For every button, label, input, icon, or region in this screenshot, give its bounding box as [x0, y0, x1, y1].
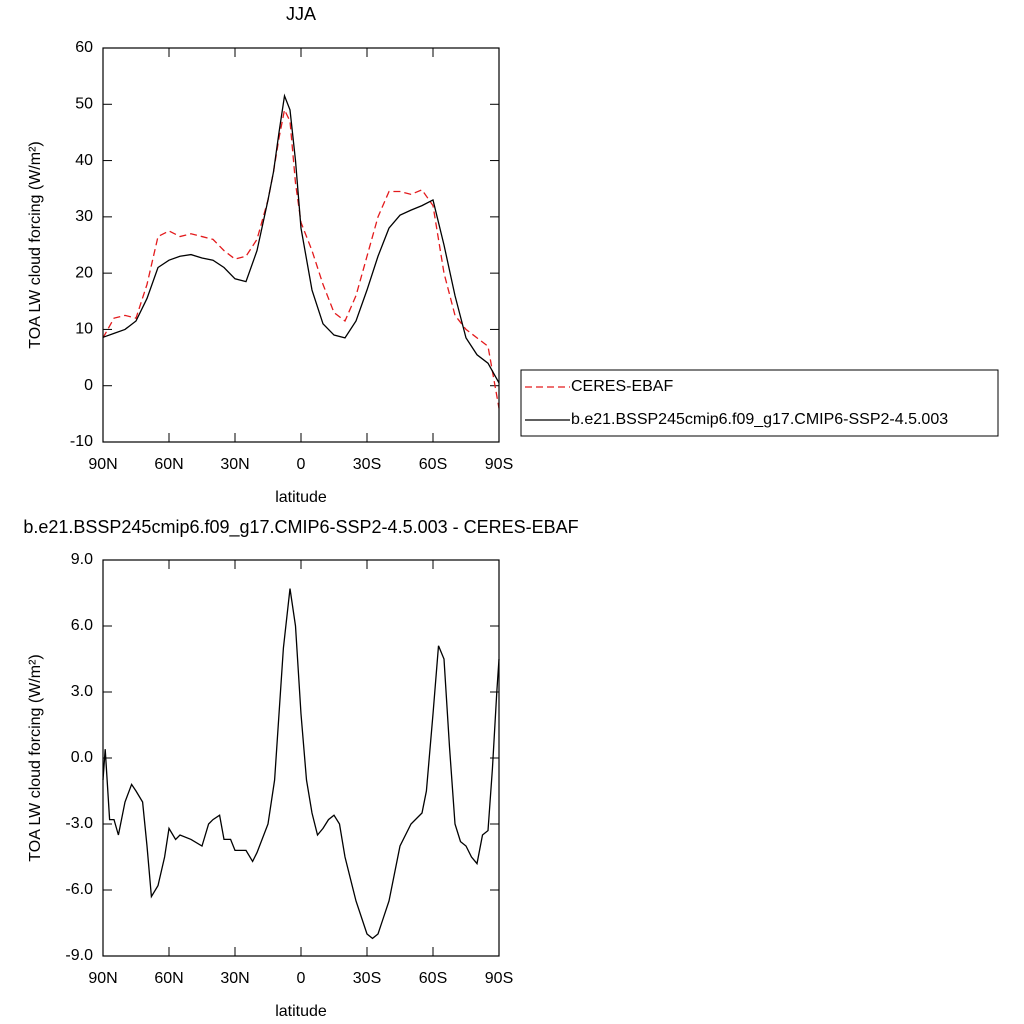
y-axis-label: TOA LW cloud forcing (W/m²) [27, 141, 44, 348]
chart-title: b.e21.BSSP245cmip6.f09_g17.CMIP6-SSP2-4.… [23, 517, 578, 538]
x-tick-label: 30N [220, 456, 249, 473]
legend-label: CERES-EBAF [571, 378, 673, 395]
x-tick-label: 60N [154, 456, 183, 473]
y-tick-label: -6.0 [65, 881, 93, 898]
x-tick-label: 60S [419, 456, 447, 473]
x-tick-label: 30S [353, 970, 381, 987]
x-axis-label: latitude [275, 489, 327, 506]
y-tick-label: -10 [70, 433, 93, 450]
y-tick-label: 0.0 [71, 749, 93, 766]
y-tick-label: 60 [75, 39, 93, 56]
x-tick-label: 90S [485, 456, 513, 473]
chart-title: JJA [286, 4, 316, 24]
x-tick-label: 90N [88, 970, 117, 987]
y-tick-label: 30 [75, 208, 93, 225]
y-axis-label: TOA LW cloud forcing (W/m²) [27, 654, 44, 861]
x-tick-label: 30S [353, 456, 381, 473]
x-axis-label: latitude [275, 1003, 327, 1020]
y-tick-label: 20 [75, 264, 93, 281]
x-tick-label: 60N [154, 970, 183, 987]
data-line [102, 93, 500, 384]
y-tick-label: 10 [75, 321, 93, 338]
y-tick-label: -3.0 [65, 815, 93, 832]
plot-frame [102, 559, 500, 957]
plot-frame [102, 47, 500, 443]
legend-label: b.e21.BSSP245cmip6.f09_g17.CMIP6-SSP2-4.… [571, 411, 948, 428]
y-tick-label: 50 [75, 96, 93, 113]
x-tick-label: 60S [419, 970, 447, 987]
x-tick-label: 90S [485, 970, 513, 987]
x-tick-label: 30N [220, 970, 249, 987]
legend-box [520, 369, 999, 437]
y-tick-label: 0 [84, 377, 93, 394]
y-tick-label: 40 [75, 152, 93, 169]
y-tick-label: 3.0 [71, 683, 93, 700]
data-line [102, 588, 500, 940]
data-line [102, 107, 500, 409]
y-tick-label: -9.0 [65, 947, 93, 964]
y-tick-label: 9.0 [71, 551, 93, 568]
x-tick-label: 0 [297, 456, 306, 473]
legend: CERES-EBAF b.e21.BSSP245cmip6.f09_g17.CMI… [520, 369, 999, 437]
x-tick-label: 90N [88, 456, 117, 473]
x-tick-label: 0 [297, 970, 306, 987]
y-tick-label: 6.0 [71, 617, 93, 634]
